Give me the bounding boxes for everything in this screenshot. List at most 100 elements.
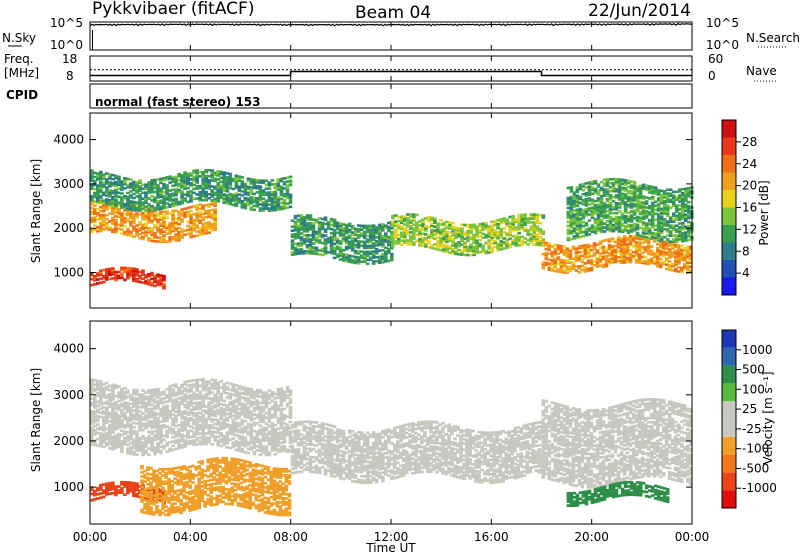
cell [117,176,121,179]
freq-tick-bottom: 8 [66,69,74,83]
cell [596,249,600,252]
cell [324,234,328,237]
colorbar-swatch [722,190,736,208]
cell [645,200,649,203]
cell [406,229,410,232]
cell [192,219,196,222]
cell [252,502,256,505]
cell [526,239,530,242]
cell [579,196,583,199]
cell [253,193,257,196]
cell [496,223,500,226]
cell [192,213,196,216]
cell [165,184,169,187]
cell [283,199,287,202]
cell [135,482,139,485]
cell [680,245,684,248]
cell [436,240,440,243]
cell [164,480,168,483]
cell [614,249,618,252]
cell [102,496,106,499]
cell [615,188,619,191]
cell [554,258,558,261]
cell [283,181,287,184]
station-title: Pykkvibaer (fitACF) [92,0,254,19]
cell [650,245,654,248]
cell [636,224,640,227]
cell [496,219,500,222]
cell [255,505,259,508]
cell [602,246,606,249]
colorbar-swatch [722,155,736,173]
cell [105,178,109,181]
cell [526,217,530,220]
cell [123,387,127,390]
cell [614,245,618,248]
cell [132,197,136,200]
cell [427,240,431,243]
cell [203,491,207,494]
cell [481,244,485,247]
cell [96,423,100,426]
cell [584,244,588,247]
cell [523,213,527,216]
cell [674,244,678,247]
cell [336,238,340,241]
freq-unit-label: [MHz] [4,66,39,80]
cell [675,224,679,227]
cell [478,239,482,242]
power-ylabel: Slant Range [km] [29,159,43,263]
cell [645,236,649,239]
cell [375,236,379,239]
cell [162,195,166,198]
cell [674,268,678,271]
cell [406,213,410,216]
cell [351,225,355,228]
cell [126,390,130,393]
cell [241,176,245,179]
cell [114,411,118,414]
cell [93,204,97,207]
cell [554,244,558,247]
cell [315,237,319,240]
cell [584,266,588,269]
cell [614,241,618,244]
freq-panel: Freq. [MHz] 18 8 60 0 Nave [4,52,777,83]
cell [288,493,292,496]
cell [466,254,470,257]
cell [539,228,543,231]
cell [466,224,470,227]
colorbar-swatch [722,243,736,261]
band-0 [90,267,166,290]
cell [224,480,228,483]
cell [138,221,142,224]
cell [406,217,410,220]
cell [415,214,419,217]
cell [333,219,337,222]
cell [105,222,109,225]
cell [585,228,589,231]
cell [105,407,109,410]
cell [177,223,181,226]
cell [375,256,379,259]
noise-left-label: N.Sky [2,31,36,45]
cell [324,216,328,219]
cell [433,217,437,220]
cell [654,187,658,190]
cell [114,219,118,222]
nave-tick-top: 60 [708,52,723,66]
cell [288,480,292,483]
cell [105,442,109,445]
cell [255,482,259,485]
cell [105,432,109,435]
cell [636,232,640,235]
colorbar-swatch [722,120,736,138]
cell [224,503,228,506]
cell [259,185,263,188]
cell [285,497,289,500]
cell [271,179,275,182]
cell [192,205,196,208]
cell [484,222,488,225]
